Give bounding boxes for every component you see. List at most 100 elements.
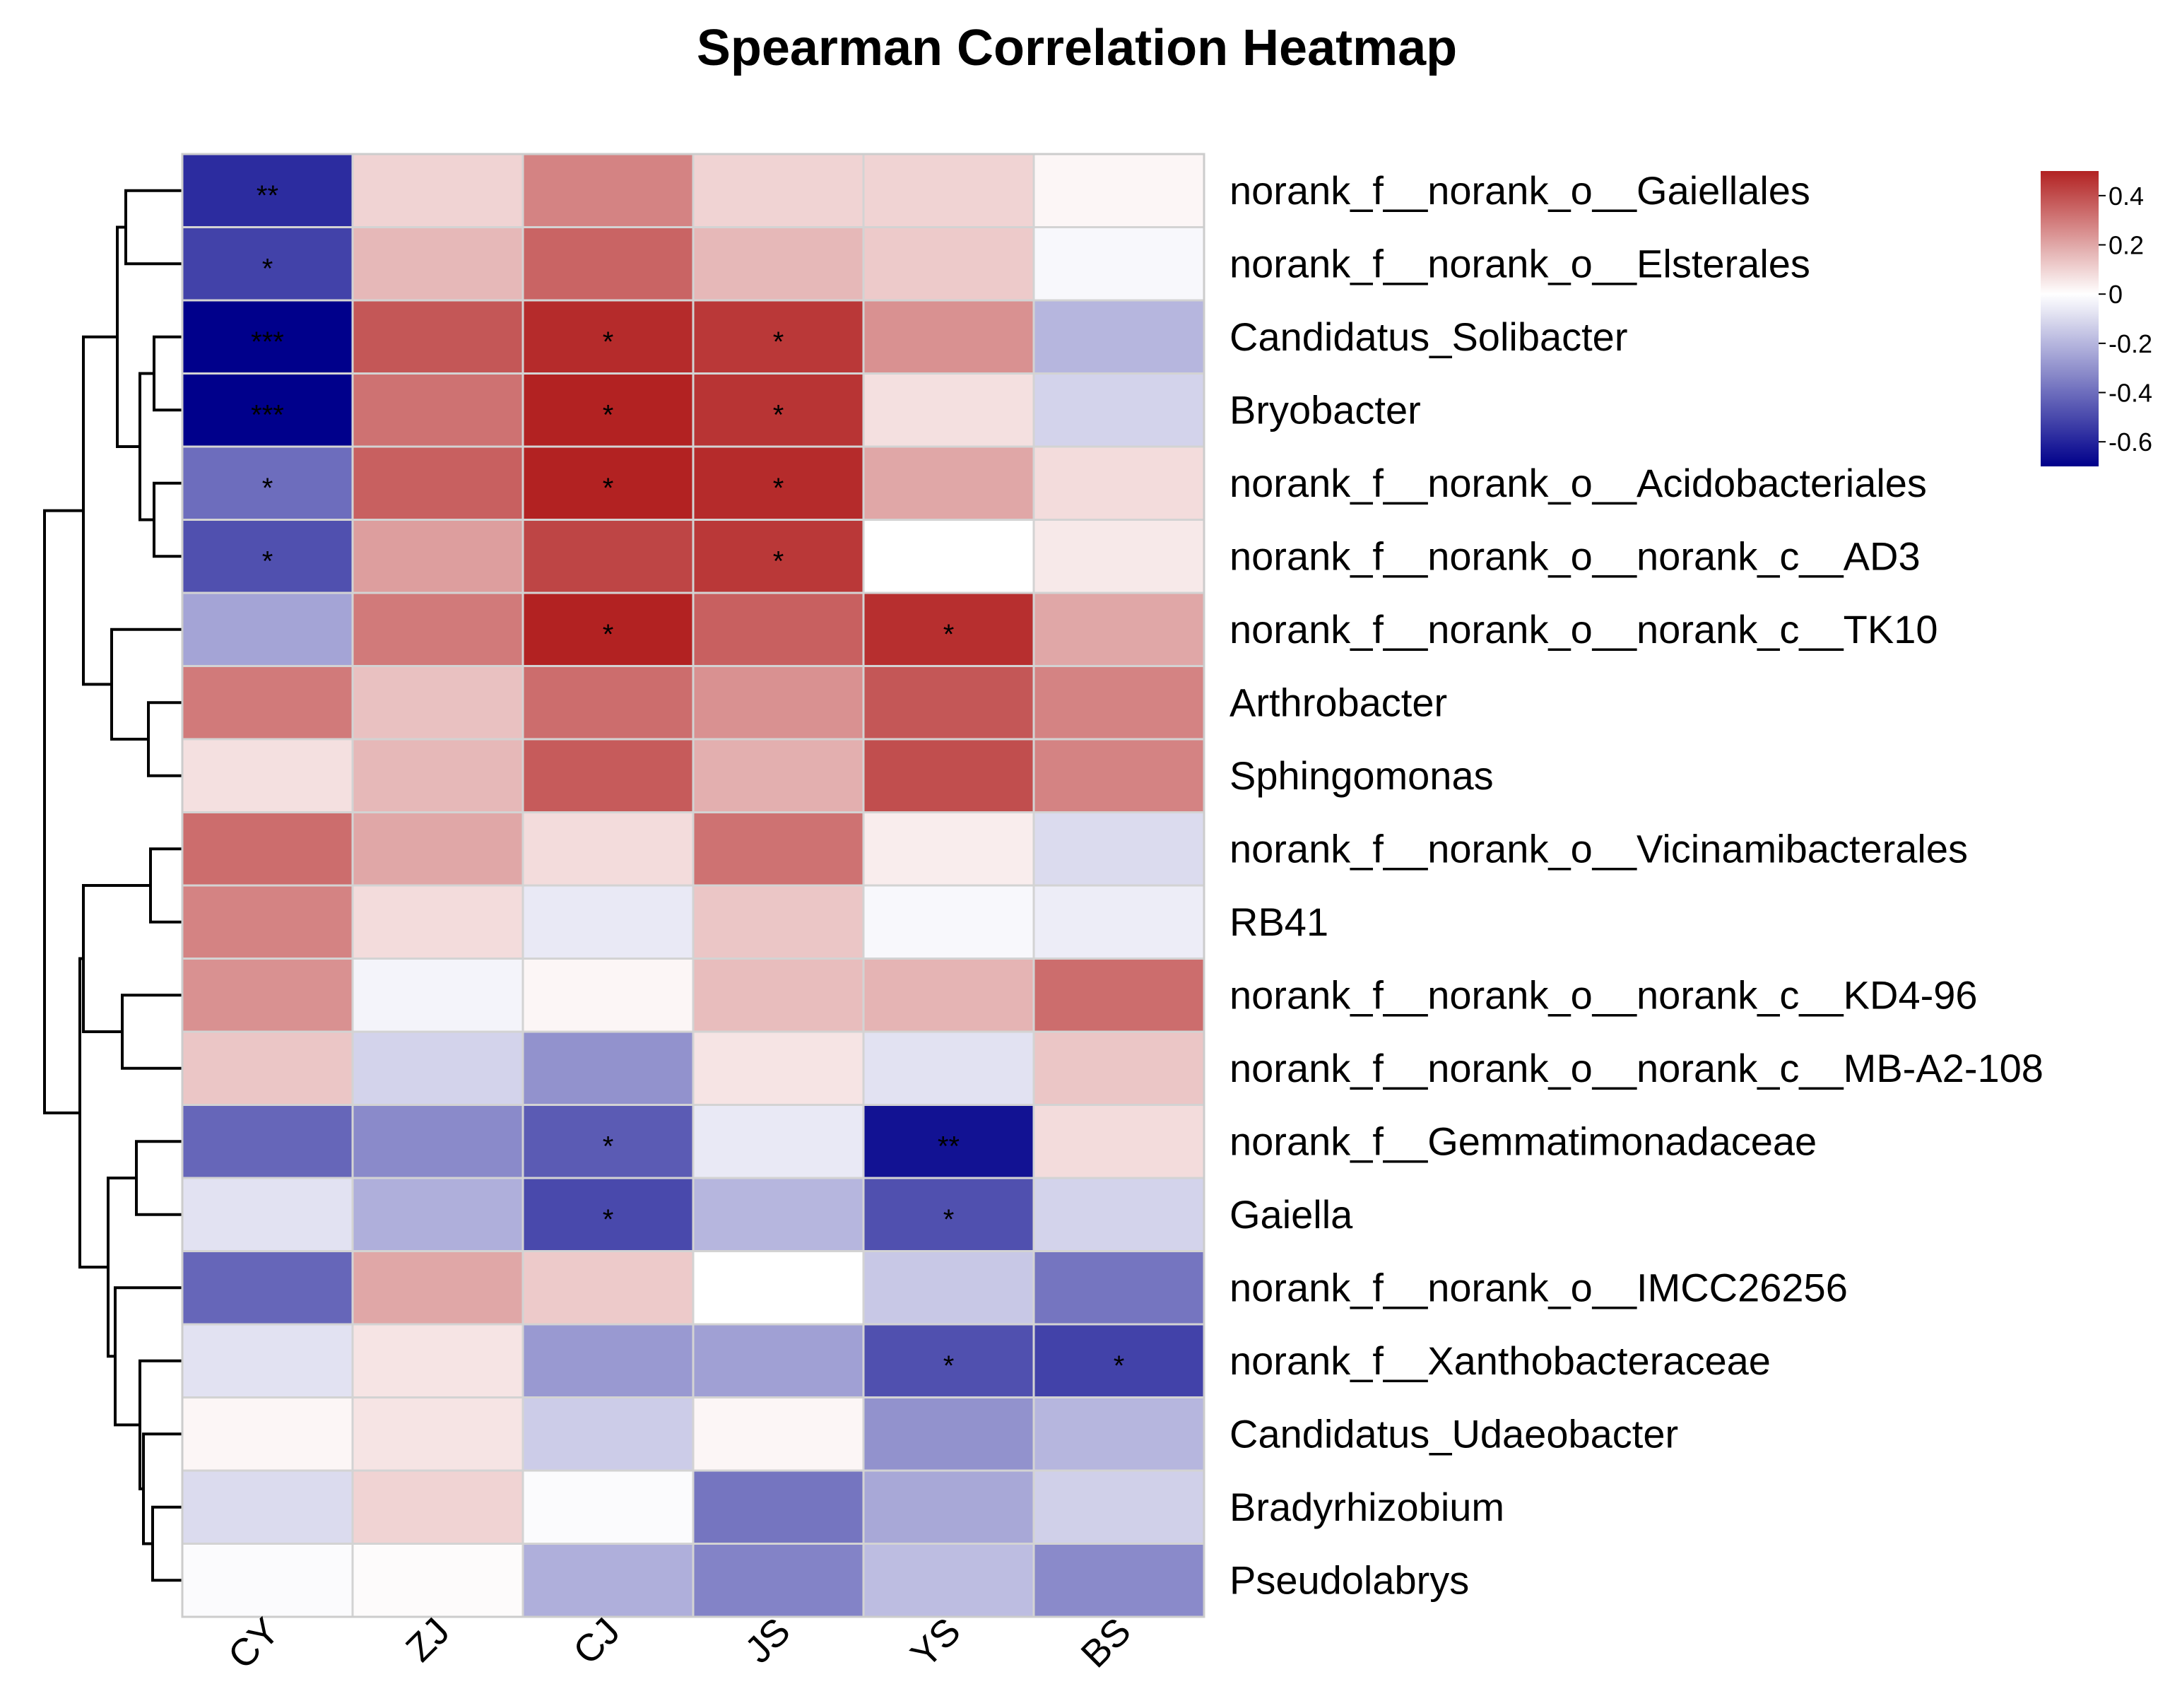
heatmap-cells xyxy=(181,153,1205,1618)
significance-mark: * xyxy=(943,1350,955,1382)
color-legend-tick-label: 0.4 xyxy=(2109,182,2144,211)
heatmap-cell xyxy=(351,1323,524,1398)
heatmap-cell xyxy=(181,811,354,887)
heatmap-cell xyxy=(351,1396,524,1472)
dendrogram-branch xyxy=(153,481,182,558)
row-label: Bradyrhizobium xyxy=(1229,1485,1504,1529)
heatmap-cell xyxy=(351,153,524,228)
color-legend-bar xyxy=(2041,171,2099,466)
dendrogram-branch xyxy=(114,1286,182,1427)
heatmap-cell xyxy=(862,738,1035,813)
heatmap-cell xyxy=(862,958,1035,1033)
heatmap-cell xyxy=(181,1396,354,1472)
heatmap-cell xyxy=(692,958,865,1033)
row-label: Gaiella xyxy=(1229,1192,1353,1237)
heatmap-cell xyxy=(521,811,695,887)
heatmap-cell xyxy=(1032,372,1205,448)
heatmap-cell xyxy=(351,811,524,887)
heatmap-cell xyxy=(862,1104,1035,1179)
heatmap-cell xyxy=(351,519,524,594)
heatmap-cell xyxy=(521,1323,695,1398)
chart-title: Spearman Correlation Heatmap xyxy=(697,20,1457,76)
color-legend-tick-label: 0 xyxy=(2109,280,2123,309)
heatmap-cell xyxy=(351,958,524,1033)
dendrogram-branch xyxy=(82,884,151,1033)
heatmap-cell xyxy=(351,1104,524,1179)
row-label: norank_f__norank_o__norank_c__MB-A2-108 xyxy=(1229,1046,2044,1090)
heatmap-cell xyxy=(692,1030,865,1106)
row-label: Sphingomonas xyxy=(1229,753,1494,798)
heatmap-cell xyxy=(692,738,865,813)
dendrogram-branch xyxy=(147,701,182,777)
significance-mark: * xyxy=(262,253,273,284)
significance-mark: * xyxy=(603,473,614,504)
significance-mark: * xyxy=(603,1131,614,1162)
significance-mark: * xyxy=(773,399,784,430)
heatmap-cell xyxy=(521,1396,695,1472)
heatmap-cell xyxy=(862,591,1035,667)
heatmap-cell xyxy=(1032,665,1205,741)
heatmap-cell xyxy=(862,1250,1035,1326)
heatmap-cell xyxy=(181,1323,354,1398)
color-legend-tick-label: 0.2 xyxy=(2109,231,2144,260)
significance-mark: * xyxy=(262,473,273,504)
column-label: JS xyxy=(737,1610,798,1671)
heatmap-cell xyxy=(692,1469,865,1545)
heatmap-cell xyxy=(1032,1323,1205,1398)
color-legend-tick-label: -0.2 xyxy=(2109,329,2152,358)
heatmap-cell xyxy=(351,445,524,521)
heatmap-cell xyxy=(521,1469,695,1545)
heatmap-cell xyxy=(521,738,695,813)
heatmap-cell xyxy=(521,1543,695,1618)
column-label: ZJ xyxy=(398,1610,458,1670)
heatmap-cell xyxy=(181,738,354,813)
heatmap-cell xyxy=(181,299,354,375)
heatmap-cell xyxy=(862,811,1035,887)
heatmap-cell xyxy=(181,1250,354,1326)
significance-marks: ****** * **** * ** * ** ** ** *** ** * xyxy=(251,180,1124,1382)
dendrogram-branch xyxy=(142,1432,182,1545)
heatmap-cell xyxy=(692,519,865,594)
heatmap-cell xyxy=(521,1250,695,1326)
heatmap-cell xyxy=(862,1543,1035,1618)
dendrogram-branch xyxy=(138,372,154,522)
heatmap-cell xyxy=(181,1469,354,1545)
row-label: norank_f__norank_o__Gaiellales xyxy=(1229,168,1810,213)
heatmap-cell xyxy=(351,226,524,302)
heatmap-cell xyxy=(181,519,354,594)
heatmap-cell xyxy=(1032,445,1205,521)
heatmap-cell xyxy=(351,1030,524,1106)
dendrogram-branch xyxy=(107,1177,136,1358)
heatmap-cell xyxy=(1032,738,1205,813)
heatmap-cell xyxy=(692,226,865,302)
significance-mark: * xyxy=(262,546,273,577)
heatmap-cell xyxy=(862,445,1035,521)
row-label: Pseudolabrys xyxy=(1229,1557,1469,1602)
significance-mark: ** xyxy=(938,1131,960,1162)
significance-mark: * xyxy=(943,1204,955,1235)
row-label: norank_f__norank_o__Elsterales xyxy=(1229,241,1810,285)
heatmap-cell xyxy=(692,665,865,741)
heatmap-cell xyxy=(181,958,354,1033)
heatmap-cell xyxy=(521,1177,695,1252)
heatmap-cell xyxy=(1032,1469,1205,1545)
heatmap-cell xyxy=(692,811,865,887)
significance-mark: * xyxy=(603,399,614,430)
heatmap-cell xyxy=(862,299,1035,375)
significance-mark: *** xyxy=(251,399,284,430)
heatmap-cell xyxy=(1032,811,1205,887)
heatmap-cell xyxy=(1032,226,1205,302)
heatmap-cell xyxy=(1032,1250,1205,1326)
significance-mark: * xyxy=(603,619,614,650)
row-label: norank_f__norank_o__IMCC26256 xyxy=(1229,1265,1848,1309)
heatmap-cell xyxy=(862,1396,1035,1472)
color-legend-tick-label: -0.6 xyxy=(2109,428,2152,457)
dendrogram-branch xyxy=(124,189,182,266)
heatmap-cell xyxy=(521,153,695,228)
heatmap-cell xyxy=(521,1030,695,1106)
column-label: CJ xyxy=(565,1610,628,1673)
dendrogram-branch xyxy=(121,994,182,1070)
dendrogram-branch xyxy=(43,509,83,1114)
heatmap-cell xyxy=(351,1250,524,1326)
